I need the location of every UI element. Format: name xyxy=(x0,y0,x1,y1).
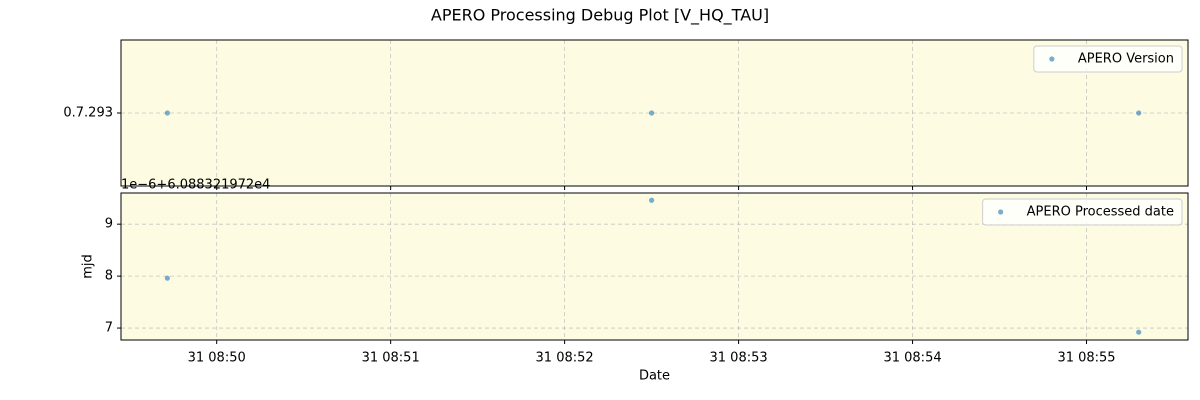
y-tick-label: 7 xyxy=(105,321,113,336)
legend-label: APERO Version xyxy=(1078,52,1174,67)
legend-marker xyxy=(998,209,1004,215)
point xyxy=(649,197,655,203)
legend-marker xyxy=(1049,56,1055,62)
point xyxy=(1136,329,1142,335)
y-tick-label: 8 xyxy=(105,269,113,284)
x-tick-label: 31 08:50 xyxy=(188,351,246,366)
x-tick-label: 31 08:51 xyxy=(362,351,420,366)
plot-frame xyxy=(120,39,1189,187)
figure-title: APERO Processing Debug Plot [V_HQ_TAU] xyxy=(431,6,769,26)
legend-box xyxy=(982,198,1183,226)
plot-frame xyxy=(120,192,1189,341)
legend-label: APERO Processed date xyxy=(1027,205,1174,220)
x-tick-label: 31 08:53 xyxy=(710,351,768,366)
x-axis-label: Date xyxy=(639,369,670,384)
point xyxy=(649,110,655,116)
point xyxy=(164,275,170,281)
x-tick-label: 31 08:52 xyxy=(536,351,594,366)
y-offset-label: 1e−6+6.088321972e4 xyxy=(121,178,270,193)
point xyxy=(1136,110,1142,116)
point xyxy=(164,110,170,116)
legend: APERO Processed date xyxy=(982,198,1183,226)
legend: APERO Version xyxy=(1033,45,1183,73)
y-axis-label: mjd xyxy=(81,254,96,279)
x-tick-label: 31 08:54 xyxy=(883,351,941,366)
x-tick-label: 31 08:55 xyxy=(1057,351,1115,366)
legend-box xyxy=(1033,45,1183,73)
y-tick-label: 0.7.293 xyxy=(63,106,113,121)
y-tick-label: 9 xyxy=(105,217,113,232)
